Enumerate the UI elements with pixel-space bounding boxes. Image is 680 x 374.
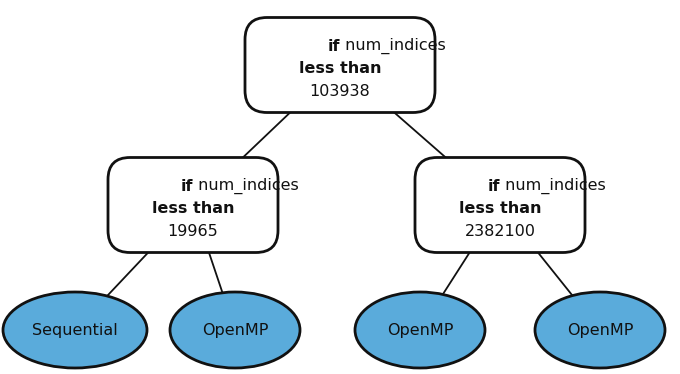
Text: OpenMP: OpenMP — [567, 322, 633, 337]
Ellipse shape — [535, 292, 665, 368]
Text: Sequential: Sequential — [32, 322, 118, 337]
FancyBboxPatch shape — [245, 18, 435, 113]
Ellipse shape — [3, 292, 147, 368]
FancyBboxPatch shape — [415, 157, 585, 252]
Ellipse shape — [355, 292, 485, 368]
Text: less than: less than — [152, 201, 234, 216]
Text: if: if — [488, 178, 500, 193]
Ellipse shape — [170, 292, 300, 368]
Text: OpenMP: OpenMP — [387, 322, 453, 337]
Text: 103938: 103938 — [309, 84, 371, 99]
Text: num_indices: num_indices — [500, 178, 606, 194]
Text: OpenMP: OpenMP — [202, 322, 268, 337]
Text: num_indices: num_indices — [193, 178, 299, 194]
Text: if: if — [328, 39, 340, 53]
FancyBboxPatch shape — [108, 157, 278, 252]
Text: 2382100: 2382100 — [464, 224, 536, 239]
Text: num_indices: num_indices — [340, 38, 446, 54]
Text: if: if — [180, 178, 193, 193]
Text: less than: less than — [459, 201, 541, 216]
Text: 19965: 19965 — [168, 224, 218, 239]
Text: less than: less than — [299, 61, 381, 76]
